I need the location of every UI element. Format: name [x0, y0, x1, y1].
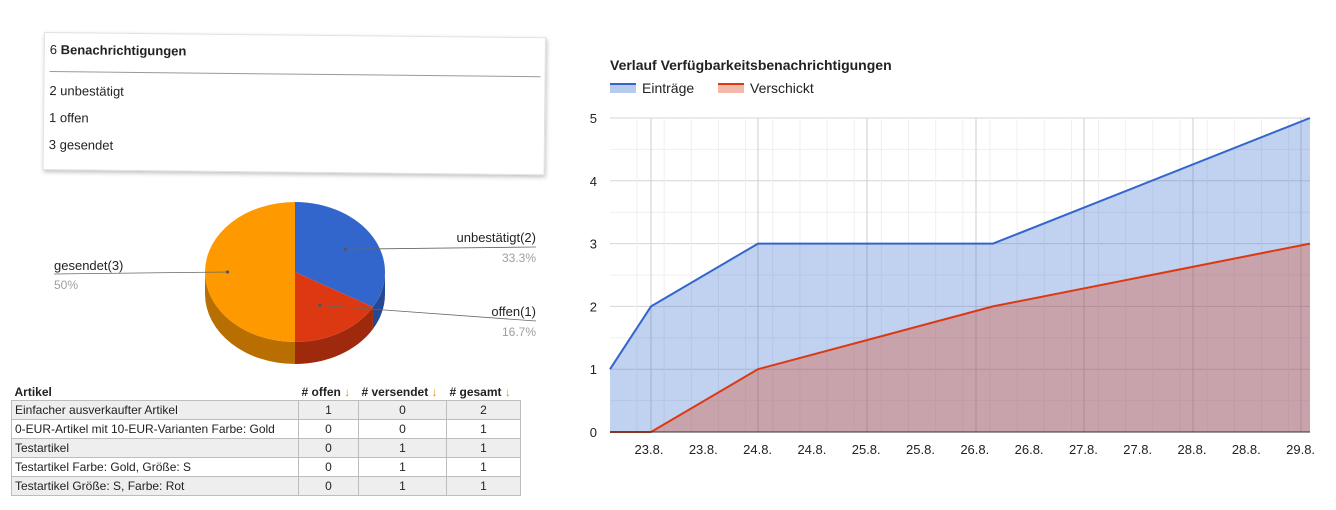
col-header-sent[interactable]: # versendet ↓: [361, 384, 438, 399]
pie-label-unconfirmed: unbestätigt(2): [456, 230, 537, 245]
pie-slice-0[interactable]: [295, 202, 385, 307]
summary-total-label: Benachrichtigungen: [60, 42, 187, 59]
status-pie-chart: [53, 202, 537, 364]
cell-article: Testartikel Größe: S, Farbe: Rot: [11, 476, 299, 496]
area-fill-entries: [610, 118, 1310, 432]
cell-total: 1: [446, 476, 521, 496]
cell-sent: 1: [358, 438, 447, 458]
y-tick-label: 1: [590, 362, 597, 377]
pie-pct-open: 16.7%: [501, 325, 536, 339]
x-tick-label: 25.8.: [852, 442, 881, 457]
cell-open: 0: [298, 476, 359, 496]
cell-sent: 1: [358, 457, 447, 477]
pie-label-open: offen(1): [491, 304, 536, 319]
pie-pct-unconfirmed: 33.3%: [501, 251, 536, 265]
cell-open: 0: [298, 419, 359, 439]
summary-open: 1 offen: [49, 110, 89, 126]
col-header-open[interactable]: # offen ↓: [301, 384, 351, 399]
pie-leader-dot-0: [344, 247, 348, 251]
x-tick-label: 26.8.: [960, 442, 989, 457]
x-tick-label: 27.8.: [1069, 442, 1098, 457]
table-header-row: Artikel # offen ↓ # versendet ↓ # gesamt…: [12, 383, 521, 401]
x-tick-label: 26.8.: [1015, 442, 1044, 457]
x-tick-label: 24.8.: [743, 442, 772, 457]
x-tick-label: 25.8.: [906, 442, 935, 457]
y-tick-label: 5: [590, 111, 597, 126]
table-row: Testartikel Größe: S, Farbe: Rot 0 1 1: [11, 476, 521, 496]
availability-area-chart: 0 1 2 3 4 5 23.8. 23.8. 24.8. 24.8. 25.8. 25.8. 26.8…: [590, 111, 1315, 457]
y-tick-label: 4: [590, 174, 597, 189]
chart-title: Verlauf Verfügbarkeitsbenachrichtigungen: [610, 57, 892, 73]
pie-slice-2[interactable]: [205, 202, 295, 342]
area-fill-sent: [610, 243, 1310, 432]
x-tick-label: 23.8.: [635, 442, 664, 457]
legend-swatch-entries: [610, 83, 636, 93]
summary-card: 6 Benachrichtigungen 2 unbestätigt 1 off…: [42, 32, 546, 176]
x-tick-label: 29.8.: [1286, 442, 1315, 457]
table-row: Testartikel Farbe: Gold, Größe: S 0 1 1: [11, 457, 521, 477]
cell-total: 2: [446, 400, 521, 420]
pie-label-sent: gesendet(3): [54, 258, 124, 273]
cell-total: 1: [446, 438, 521, 458]
legend-item-sent[interactable]: Verschickt: [718, 80, 814, 96]
summary-total-count: 6: [49, 42, 58, 58]
article-table: Artikel # offen ↓ # versendet ↓ # gesamt…: [11, 383, 521, 496]
y-tick-label: 0: [590, 425, 597, 440]
x-tick-label: 24.8.: [797, 442, 826, 457]
pie-side-2: [205, 272, 295, 364]
pie-slice-1[interactable]: [295, 272, 373, 342]
table-row: 0-EUR-Artikel mit 10-EUR-Varianten Farbe…: [11, 419, 521, 439]
cell-sent: 0: [358, 419, 447, 439]
table-row: Testartikel 0 1 1: [11, 438, 521, 458]
pie-leader-dot-2: [225, 270, 230, 274]
cell-total: 1: [446, 457, 521, 477]
cell-total: 1: [446, 419, 521, 439]
pie-side-0: [372, 272, 385, 329]
sort-arrow-icon: ↓: [431, 384, 438, 399]
pie-side-1: [295, 307, 373, 364]
cell-article: Testartikel: [11, 438, 299, 458]
legend-item-entries[interactable]: Einträge: [610, 80, 694, 96]
pie-leader-line-0: [345, 246, 537, 250]
cell-open: 0: [298, 438, 359, 458]
col-header-article[interactable]: Artikel: [14, 384, 52, 399]
legend-label-sent: Verschickt: [750, 80, 814, 96]
summary-sent: 3 gesendet: [48, 137, 114, 153]
legend-label-entries: Einträge: [642, 80, 695, 96]
legend-swatch-sent: [718, 83, 744, 93]
cell-article: 0-EUR-Artikel mit 10-EUR-Varianten Farbe…: [11, 419, 299, 439]
summary-unconfirmed: 2 unbestätigt: [49, 83, 124, 99]
cell-sent: 1: [358, 476, 447, 496]
x-tick-label: 28.8.: [1178, 442, 1207, 457]
pie-leader-line-1: [319, 304, 537, 322]
cell-sent: 0: [358, 400, 447, 420]
y-tick-label: 3: [590, 237, 597, 252]
cell-open: 0: [298, 457, 359, 477]
col-header-total[interactable]: # gesamt ↓: [449, 384, 511, 399]
cell-article: Testartikel Farbe: Gold, Größe: S: [11, 457, 299, 477]
summary-title: 6 Benachrichtigungen: [50, 42, 187, 58]
pie-leader-line-2: [53, 271, 228, 275]
cell-open: 1: [298, 400, 359, 420]
cell-article: Einfacher ausverkaufter Artikel: [11, 400, 299, 420]
x-tick-label: 28.8.: [1232, 442, 1261, 457]
pie-leader-dot-1: [318, 303, 322, 307]
pie-pct-sent: 50%: [54, 278, 79, 292]
x-tick-label: 27.8.: [1123, 442, 1152, 457]
x-tick-label: 23.8.: [689, 442, 718, 457]
sort-arrow-icon: ↓: [504, 384, 511, 399]
summary-divider: [49, 71, 541, 78]
y-tick-label: 2: [590, 299, 597, 314]
sort-arrow-icon: ↓: [344, 384, 351, 399]
table-row: Einfacher ausverkaufter Artikel 1 0 2: [11, 400, 521, 420]
